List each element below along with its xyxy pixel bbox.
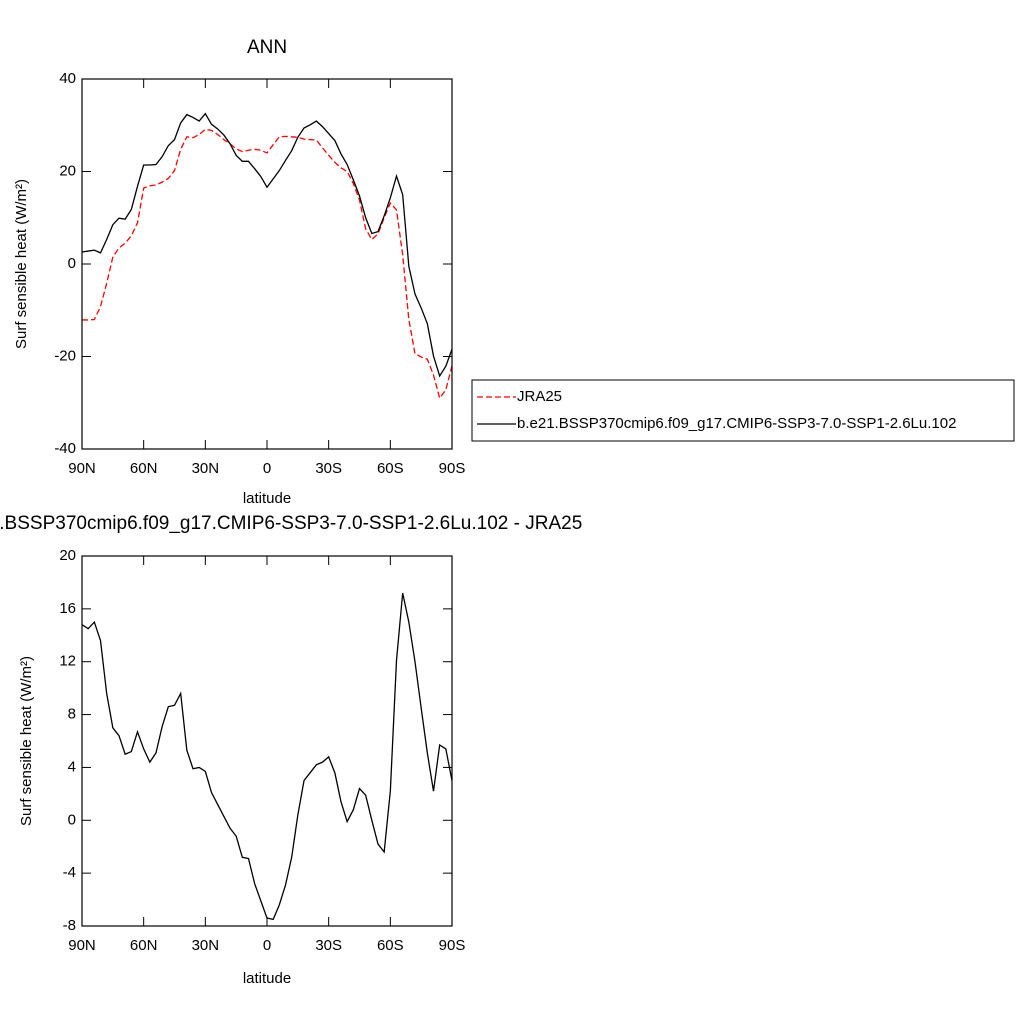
y-tick-label: 0 bbox=[68, 811, 76, 828]
x-tick-label: 60S bbox=[377, 460, 404, 477]
y-tick-label: 8 bbox=[68, 706, 76, 723]
chart-title: ANN bbox=[247, 37, 287, 58]
plot-frame bbox=[81, 555, 453, 927]
y-tick-label: 12 bbox=[59, 653, 76, 670]
y-tick-label: 16 bbox=[59, 600, 76, 617]
y-tick-label: 40 bbox=[59, 70, 76, 87]
x-tick-label: 60S bbox=[377, 937, 404, 954]
x-axis-label: latitude bbox=[243, 970, 291, 987]
x-tick-label: 90N bbox=[68, 460, 96, 477]
x-tick-label: 30N bbox=[192, 937, 220, 954]
x-axis-label: latitude bbox=[243, 490, 291, 507]
y-axis-label: Surf sensible heat (W/m²) bbox=[13, 179, 30, 349]
y-tick-label: 20 bbox=[59, 162, 76, 179]
y-tick-label: 0 bbox=[68, 255, 76, 272]
legend-box bbox=[471, 379, 1015, 442]
x-tick-label: 0 bbox=[263, 460, 271, 477]
data-line bbox=[82, 128, 453, 400]
x-tick-label: 90S bbox=[439, 937, 466, 954]
y-tick-label: 20 bbox=[59, 547, 76, 564]
x-tick-label: 30N bbox=[192, 460, 220, 477]
y-tick-label: -4 bbox=[63, 864, 76, 881]
chart-title: b.e21.BSSP370cmip6.f09_g17.CMIP6-SSP3-7.… bbox=[0, 513, 582, 534]
y-tick-label: -8 bbox=[63, 917, 76, 934]
x-tick-label: 60N bbox=[130, 460, 158, 477]
x-tick-label: 90N bbox=[68, 937, 96, 954]
x-tick-label: 30S bbox=[315, 460, 342, 477]
x-tick-label: 60N bbox=[130, 937, 158, 954]
y-tick-label: 4 bbox=[68, 758, 76, 775]
x-tick-label: 30S bbox=[315, 937, 342, 954]
data-line bbox=[81, 592, 453, 921]
y-axis-label: Surf sensible heat (W/m²) bbox=[18, 656, 35, 826]
y-tick-label: -20 bbox=[54, 347, 76, 364]
y-tick-label: -40 bbox=[54, 440, 76, 457]
data-line bbox=[81, 112, 453, 378]
legend-label: JRA25 bbox=[517, 388, 562, 405]
x-tick-label: 0 bbox=[263, 937, 271, 954]
plot-frame bbox=[81, 78, 453, 450]
legend-label: b.e21.BSSP370cmip6.f09_g17.CMIP6-SSP3-7.… bbox=[517, 415, 956, 432]
x-tick-label: 90S bbox=[439, 460, 466, 477]
